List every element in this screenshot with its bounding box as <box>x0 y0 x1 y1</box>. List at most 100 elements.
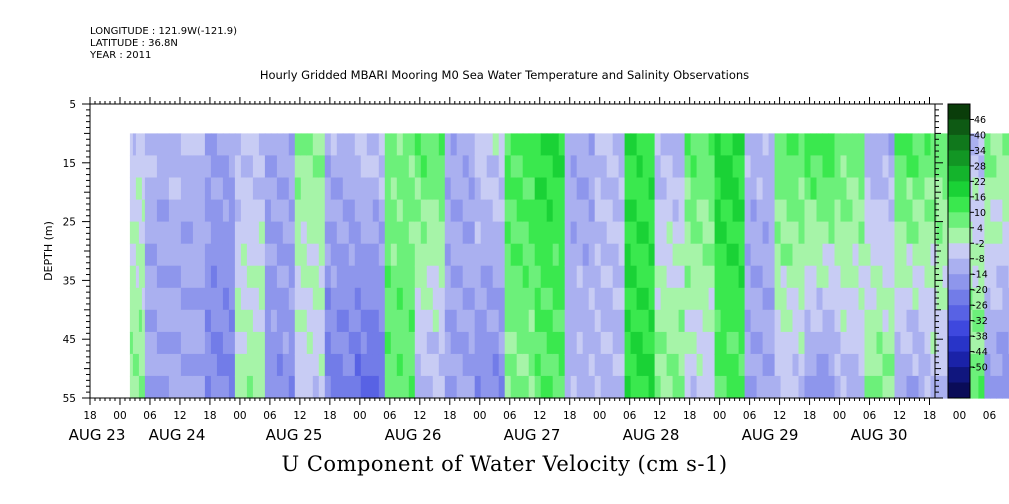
heatmap-cell <box>576 309 584 333</box>
heatmap-cell <box>708 177 716 201</box>
heatmap-cell <box>930 155 938 179</box>
colorbar-label: -50 <box>972 363 988 374</box>
heatmap-cell <box>438 287 446 311</box>
heatmap-cell <box>408 265 416 289</box>
x-tick-label: 12 <box>893 410 906 422</box>
heatmap-cell <box>912 243 920 267</box>
heatmap-cell <box>696 221 704 245</box>
heatmap-cell <box>714 133 722 156</box>
heatmap-cell <box>942 133 950 156</box>
heatmap-cell <box>696 331 704 355</box>
heatmap-cell <box>138 375 143 399</box>
heatmap-cell <box>222 331 230 355</box>
heatmap-cell <box>780 199 788 223</box>
heatmap-cell <box>612 353 620 377</box>
heatmap-cell <box>234 375 242 399</box>
heatmap-cell <box>726 133 734 156</box>
heatmap-cell <box>534 265 542 289</box>
heatmap-cell <box>132 309 137 333</box>
heatmap-cell <box>702 243 710 267</box>
heatmap-cell <box>828 287 836 311</box>
heatmap-cell <box>624 375 632 399</box>
heatmap-cell <box>378 331 386 355</box>
heatmap-cell <box>588 243 596 267</box>
heatmap-cell <box>180 155 194 179</box>
heatmap-cell <box>228 331 236 355</box>
heatmap-cell <box>678 221 686 245</box>
heatmap-cell <box>732 199 740 223</box>
heatmap-cell <box>306 309 314 333</box>
heatmap-cell <box>516 331 524 355</box>
heatmap-cell <box>360 353 368 377</box>
heatmap-cell <box>558 155 566 179</box>
heatmap-cell <box>642 375 650 399</box>
heatmap-cell <box>492 287 500 311</box>
heatmap-cell <box>864 243 872 267</box>
heatmap-cell <box>672 155 680 179</box>
heatmap-cell <box>474 221 482 245</box>
heatmap-cell <box>648 265 656 289</box>
heatmap-cell <box>276 221 284 245</box>
heatmap-cell <box>258 177 266 201</box>
heatmap-cell <box>492 133 500 156</box>
heatmap-cell <box>780 287 788 311</box>
colorbar-swatch <box>948 274 970 291</box>
heatmap-cell <box>456 309 464 333</box>
heatmap-cell <box>372 177 380 201</box>
heatmap-cell <box>228 353 236 377</box>
heatmap-cell <box>456 133 464 156</box>
heatmap-cell <box>648 199 656 223</box>
heatmap-cell <box>882 353 890 377</box>
heatmap-cell <box>348 309 356 333</box>
heatmap-cell <box>876 331 884 355</box>
heatmap-cell <box>654 309 662 333</box>
heatmap-cell <box>660 243 668 267</box>
heatmap-cell <box>654 155 662 179</box>
heatmap-cell <box>294 309 302 333</box>
heatmap-cell <box>672 309 680 333</box>
heatmap-cell <box>384 243 392 267</box>
heatmap-cell <box>984 265 991 289</box>
heatmap-cell <box>288 309 296 333</box>
heatmap-cell <box>636 177 644 201</box>
heatmap-cell <box>372 243 380 267</box>
heatmap-cell <box>834 133 842 156</box>
heatmap-cell <box>642 287 650 311</box>
heatmap-cell <box>984 353 991 377</box>
heatmap-cell <box>132 243 137 267</box>
heatmap-cell <box>576 331 584 355</box>
heatmap-cell <box>888 243 896 267</box>
heatmap-cell <box>528 353 536 377</box>
heatmap-cell <box>810 177 818 201</box>
heatmap-cell <box>726 309 734 333</box>
heatmap-cell <box>336 331 344 355</box>
heatmap-cell <box>144 331 158 355</box>
heatmap-cell <box>252 375 260 399</box>
heatmap-cell <box>480 199 488 223</box>
heatmap-cell <box>534 177 542 201</box>
y-tick-label: 55 <box>63 393 76 405</box>
heatmap-cell <box>918 221 926 245</box>
heatmap-cell <box>540 221 548 245</box>
heatmap-cell <box>570 199 578 223</box>
heatmap-cell <box>942 243 950 267</box>
heatmap-cell <box>876 287 884 311</box>
heatmap-cell <box>396 155 404 179</box>
heatmap-cell <box>990 331 997 355</box>
heatmap-cell <box>936 155 944 179</box>
heatmap-cell <box>936 375 944 399</box>
heatmap-cell <box>456 243 464 267</box>
heatmap-cell <box>612 221 620 245</box>
heatmap-cell <box>828 155 836 179</box>
heatmap-cell <box>468 177 476 201</box>
heatmap-cell <box>246 133 254 156</box>
x-tick-label: 06 <box>383 410 397 422</box>
heatmap-cell <box>828 177 836 201</box>
heatmap-cell <box>132 331 137 355</box>
heatmap-cell <box>384 375 392 399</box>
heatmap-cell <box>810 353 818 377</box>
heatmap-cell <box>336 375 344 399</box>
heatmap-cell <box>636 287 644 311</box>
heatmap-cell <box>264 243 272 267</box>
